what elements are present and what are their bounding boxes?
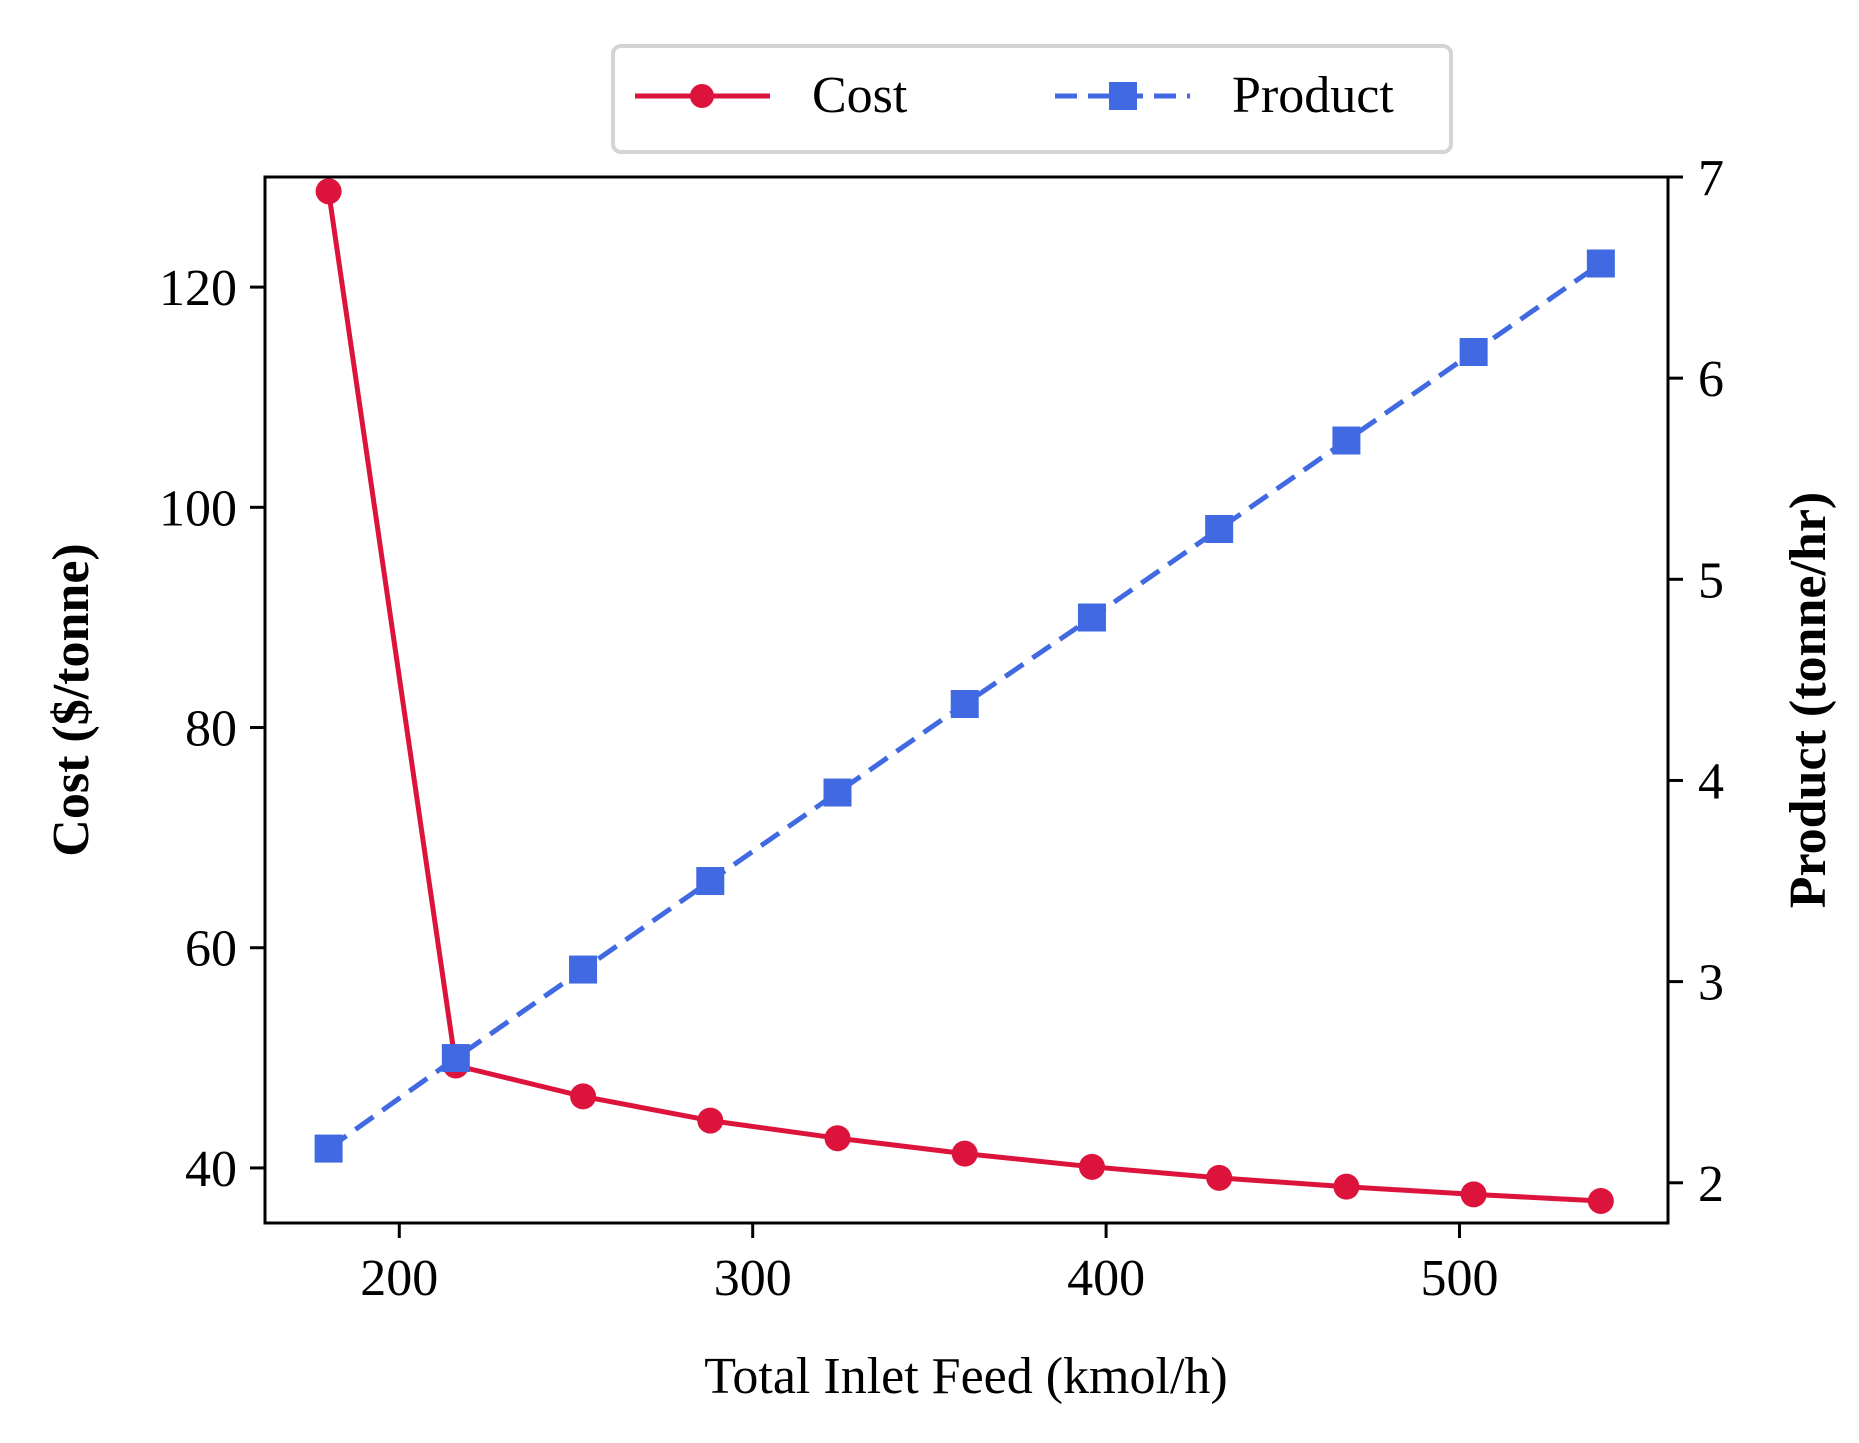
y-right-axis-title: Product (tonne/hr) [1780,492,1837,908]
legend-cost-marker [690,84,714,108]
series-layer [314,178,1615,1214]
data-point-cost [1460,1181,1487,1208]
plot-frame [263,175,1670,1225]
y-right-axis-ticks: 2 3 4 5 6 7 [1668,150,1724,1213]
data-point-product [823,778,852,807]
data-point-product [1586,249,1615,278]
legend-product-marker [1109,82,1137,110]
y-left-tick-label: 40 [185,1141,237,1198]
data-point-cost [1587,1187,1614,1214]
y-left-tick-label: 80 [185,701,237,758]
data-point-cost [1206,1164,1233,1191]
y-right-tick-label: 7 [1698,150,1724,207]
x-tick-label: 300 [714,1250,792,1307]
legend-cost-label: Cost [812,67,908,124]
legend-product-label: Product [1232,67,1394,124]
data-point-cost [1078,1153,1105,1180]
legend: Cost Product [611,44,1453,154]
y-right-tick-label: 4 [1698,753,1724,810]
data-point-cost [697,1107,724,1134]
data-point-product [1205,515,1234,544]
y-left-tick-label: 100 [159,480,237,537]
y-right-tick-label: 2 [1698,1156,1724,1213]
data-point-product [441,1044,470,1073]
data-point-product [950,690,979,719]
data-point-cost [315,178,342,205]
x-axis-title: Total Inlet Feed (kmol/h) [704,1348,1227,1405]
data-point-product [1077,603,1106,632]
x-tick-label: 400 [1067,1250,1145,1307]
data-point-product [314,1134,343,1163]
data-point-cost [824,1125,851,1152]
y-left-tick-label: 60 [185,921,237,978]
y-right-tick-label: 5 [1698,552,1724,609]
y-right-tick-label: 6 [1698,351,1724,408]
data-point-cost [1333,1173,1360,1200]
data-point-product [1332,426,1361,455]
plot-area [263,175,1670,1225]
data-point-product [1459,338,1488,367]
y-left-axis-ticks: 40 60 80 100 120 [159,260,265,1198]
y-left-axis-title: Cost ($/tonne) [43,543,100,856]
x-axis-ticks: 200 300 400 500 [360,1223,1498,1307]
legend-box [611,44,1453,154]
y-right-tick-label: 3 [1698,955,1724,1012]
x-tick-label: 500 [1420,1250,1498,1307]
data-point-cost [570,1083,597,1110]
data-point-product [569,955,598,984]
y-left-tick-label: 120 [159,260,237,317]
data-point-cost [951,1140,978,1167]
data-point-product [696,867,725,896]
x-tick-label: 200 [360,1250,438,1307]
